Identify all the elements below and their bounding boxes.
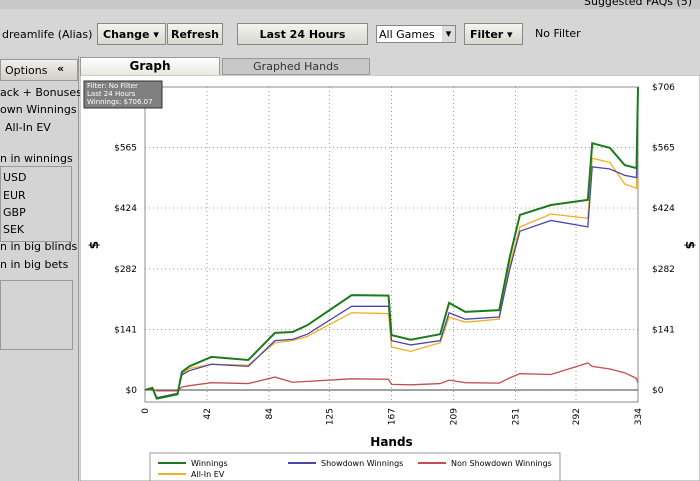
- y-tick-label: $565: [114, 144, 137, 154]
- top-strip: Suggested FAQs (5): [0, 0, 700, 9]
- y-tick-label: $0: [126, 386, 138, 396]
- x-tick-label: 292: [572, 408, 582, 425]
- annotation-box: [83, 80, 163, 109]
- legend-label: Showdown Winnings: [321, 459, 403, 468]
- label: Filter: [470, 28, 504, 41]
- label: Change: [103, 28, 150, 41]
- x-tick-label: 0: [141, 408, 151, 414]
- annotation-text: Filter: No Filter: [87, 82, 138, 90]
- option[interactable]: ack + Bonuses: [0, 86, 82, 99]
- change-button[interactable]: Change ▾: [97, 23, 166, 45]
- refresh-button[interactable]: Refresh: [167, 23, 223, 45]
- y2-tick-label: $424: [652, 204, 675, 214]
- series-line: [144, 362, 639, 392]
- y-tick-label: $424: [114, 204, 137, 214]
- series-line: [144, 86, 639, 400]
- currency-box: USD EUR GBP SEK: [0, 166, 72, 242]
- games-select[interactable]: All Games ▾: [376, 25, 456, 43]
- legend-box: [149, 452, 561, 481]
- y2-tick-label: $282: [652, 265, 675, 275]
- faq-link[interactable]: Suggested FAQs (5): [584, 0, 693, 8]
- x-axis-label: Hands: [370, 435, 412, 449]
- option[interactable]: own Winnings: [0, 103, 77, 116]
- option[interactable]: n in big blinds: [0, 240, 78, 253]
- annotation-text: Winnings: $706.07: [87, 98, 153, 106]
- x-tick-label: 209: [449, 408, 459, 425]
- toolbar: dreamlife (Alias) Change ▾ Refresh Last …: [0, 20, 700, 50]
- x-tick-label: 84: [265, 408, 275, 420]
- annotation-text: Last 24 Hours: [87, 90, 136, 98]
- legend-label: All-In EV: [191, 470, 225, 479]
- x-tick-label: 42: [203, 408, 213, 419]
- currency[interactable]: GBP: [3, 206, 26, 219]
- filter-button[interactable]: Filter ▾: [464, 23, 523, 45]
- y2-tick-label: $706: [652, 83, 675, 93]
- collapse[interactable]: «: [57, 62, 65, 75]
- x-tick-label: 334: [634, 408, 644, 425]
- plot-area: [144, 86, 639, 403]
- option[interactable]: n in winnings: [0, 152, 73, 165]
- y-tick-label: $141: [114, 325, 137, 335]
- sidebar-title: Options: [5, 64, 48, 77]
- legend-label: Winnings: [191, 459, 228, 468]
- legend-label: Non Showdown Winnings: [451, 459, 552, 468]
- y-axis-label: $: [87, 241, 101, 249]
- chart: $0 $0 $141 $141 $282 $282 $424 $424 $565 $565 $706…: [80, 75, 700, 481]
- y2-tick-label: $141: [652, 325, 675, 335]
- option-box: [0, 280, 73, 350]
- period-button[interactable]: Last 24 Hours: [237, 23, 368, 45]
- sidebar-header: Options «: [0, 59, 78, 81]
- option[interactable]: All-In EV: [5, 121, 51, 134]
- option[interactable]: n in big bets: [0, 258, 69, 271]
- currency[interactable]: USD: [3, 171, 27, 184]
- y2-tick-label: $0: [652, 386, 664, 396]
- y-tick-label: $282: [114, 265, 137, 275]
- x-tick-label: 167: [388, 408, 398, 425]
- filter-status: No Filter: [535, 27, 581, 40]
- x-tick-label: 125: [326, 408, 336, 425]
- currency[interactable]: EUR: [3, 189, 26, 202]
- series-line: [144, 93, 639, 399]
- sidebar: Options « ack + Bonuses own Winnings All…: [0, 56, 82, 481]
- y2-axis-label: $: [683, 241, 697, 249]
- tab-active[interactable]: Graph: [80, 57, 220, 75]
- label: All Games: [379, 28, 435, 41]
- x-tick-label: 251: [511, 408, 521, 425]
- tab[interactable]: Graphed Hands: [222, 58, 370, 75]
- alias: dreamlife (Alias): [2, 28, 93, 41]
- y2-tick-label: $565: [652, 144, 675, 154]
- currency[interactable]: SEK: [3, 223, 25, 236]
